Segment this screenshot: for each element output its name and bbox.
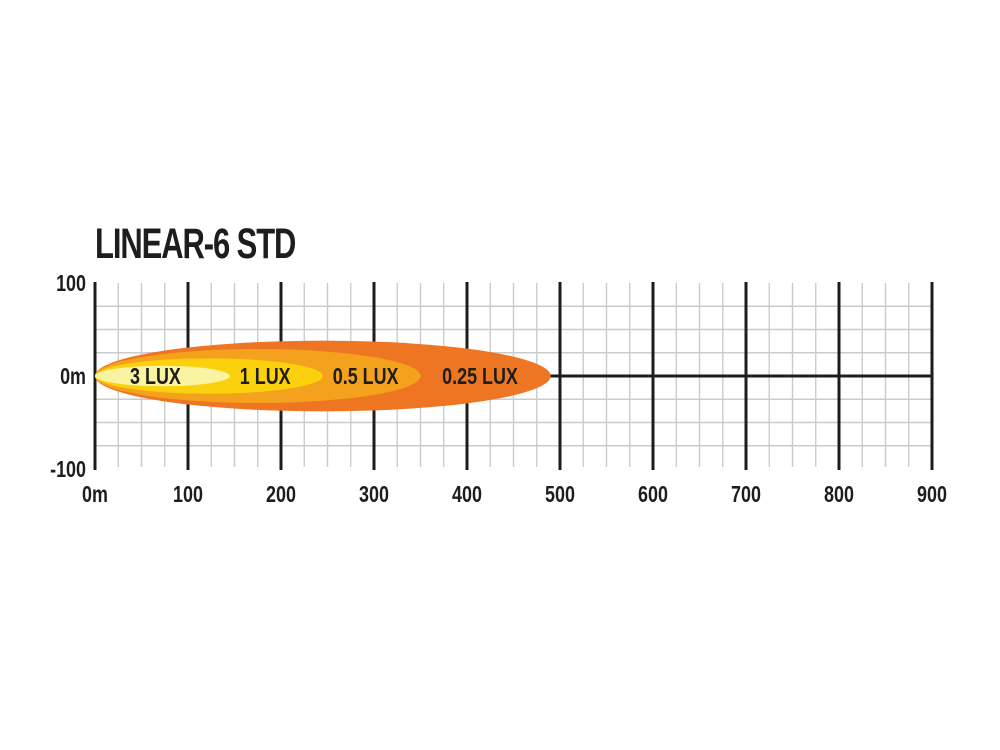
grid-major xyxy=(93,282,934,470)
zone-label: 0.5 LUX xyxy=(333,364,399,390)
zone-label: 3 LUX xyxy=(130,364,181,390)
chart-title: LINEAR-6 STD xyxy=(95,220,296,268)
y-tick-label: 100 xyxy=(56,271,86,297)
beam-zones xyxy=(95,340,551,412)
zone-label: 0.25 LUX xyxy=(442,364,518,390)
x-tick-label: 100 xyxy=(173,482,203,508)
x-tick-label: 0m xyxy=(82,482,108,508)
zone-labels: 3 LUX 1 LUX 0.5 LUX 0.25 LUX xyxy=(130,364,518,390)
zone-label: 1 LUX xyxy=(240,364,291,390)
x-tick-label: 300 xyxy=(359,482,389,508)
x-tick-label: 400 xyxy=(452,482,482,508)
y-tick-label: 0m xyxy=(60,364,86,390)
x-tick-label: 600 xyxy=(638,482,668,508)
x-tick-label: 900 xyxy=(917,482,947,508)
beam-zone-3-lux xyxy=(95,365,230,387)
x-tick-label: 700 xyxy=(731,482,761,508)
y-tick-labels: 100 0m -100 xyxy=(50,271,86,483)
x-tick-label: 500 xyxy=(545,482,575,508)
x-tick-label: 200 xyxy=(266,482,296,508)
x-tick-labels: 0m 100 200 300 400 500 600 700 800 900 xyxy=(82,482,947,508)
y-tick-label: -100 xyxy=(50,457,86,483)
x-tick-label: 800 xyxy=(824,482,854,508)
